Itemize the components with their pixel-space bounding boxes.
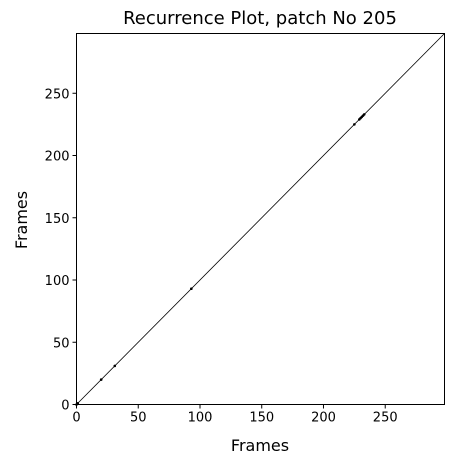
recurrence-point-1: [76, 401, 80, 405]
y-axis-ticks: 0 50 100 150 200 250: [45, 87, 77, 414]
x-axis-label: Frames: [231, 436, 289, 455]
recurrence-point-4: [190, 287, 193, 291]
y-tick-label-0: 0: [61, 399, 69, 414]
y-tick-label-150: 150: [45, 212, 70, 227]
recurrence-point-3: [113, 364, 117, 368]
x-tick-label-200: 200: [311, 411, 336, 426]
y-tick-label-250: 250: [45, 87, 70, 102]
x-tick-label-250: 250: [373, 411, 398, 426]
chart-title: Recurrence Plot, patch No 205: [123, 8, 397, 29]
x-tick-label-100: 100: [188, 411, 213, 426]
plot-frame: [76, 33, 445, 405]
y-tick-label-50: 50: [53, 336, 70, 351]
recurrence-point-10: [362, 113, 366, 116]
recurrence-point-2: [99, 378, 103, 381]
y-tick-label-100: 100: [45, 274, 70, 289]
y-axis-label: Frames: [12, 191, 31, 249]
plot-area: [75, 33, 445, 406]
x-tick-label-0: 0: [72, 411, 80, 426]
x-tick-label-50: 50: [130, 411, 147, 426]
x-tick-label-150: 150: [249, 411, 274, 426]
recurrence-point-5: [353, 123, 356, 126]
y-tick-label-200: 200: [45, 150, 70, 165]
recurrence-diagonal-line: [76, 33, 445, 405]
x-axis-ticks: 0 50 100 150 200 250: [72, 404, 398, 426]
